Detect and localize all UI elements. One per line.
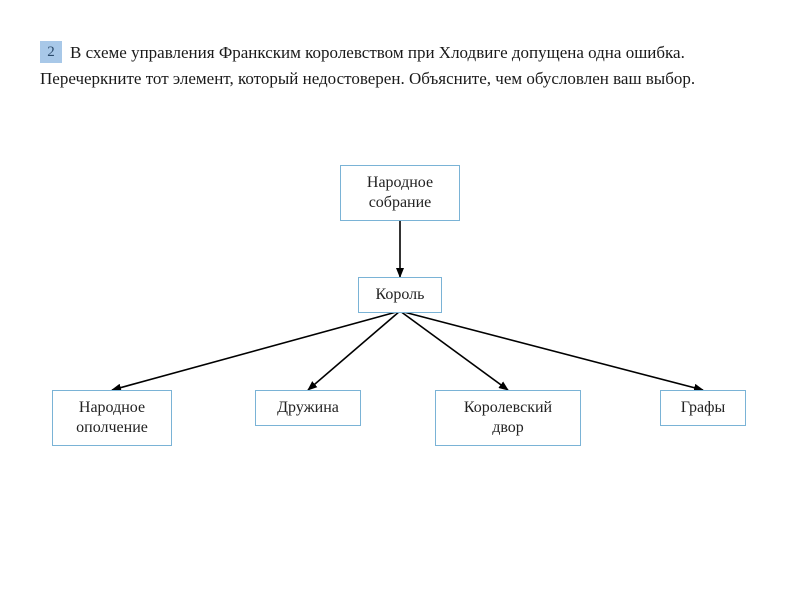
- question-text: 2В схеме управления Франкским королевств…: [40, 40, 760, 93]
- edge-king-court: [400, 311, 508, 390]
- question-number-badge: 2: [40, 41, 62, 63]
- edge-king-militia: [112, 311, 400, 390]
- edge-king-druzh: [308, 311, 400, 390]
- governance-diagram: Народноесобрание Король Народноеополчение Д…: [40, 165, 760, 515]
- question-body: В схеме управления Франкским королевство…: [40, 43, 695, 88]
- node-druzh: Дружина: [255, 390, 361, 426]
- edge-king-counts: [400, 311, 703, 390]
- node-court: Королевскийдвор: [435, 390, 581, 446]
- node-top: Народноесобрание: [340, 165, 460, 221]
- node-king: Король: [358, 277, 442, 313]
- node-militia: Народноеополчение: [52, 390, 172, 446]
- node-counts: Графы: [660, 390, 746, 426]
